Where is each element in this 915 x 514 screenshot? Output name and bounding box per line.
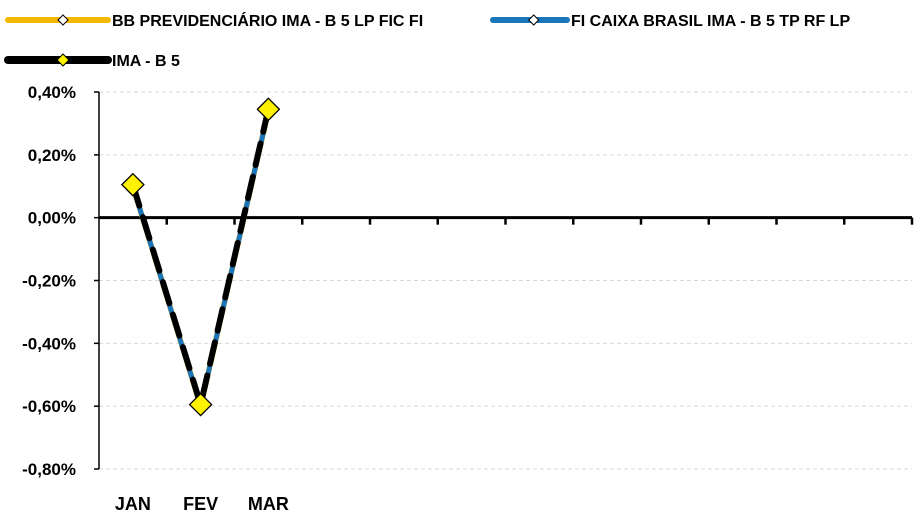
y-tick-label: 0,40% [28, 83, 76, 102]
legend-label: IMA - B 5 [112, 53, 180, 70]
x-tick-label: MAR [248, 494, 289, 514]
point-ima-b5 [188, 392, 213, 417]
x-tick-label: FEV [183, 494, 218, 514]
series-line-ima-b5 [129, 106, 272, 408]
y-tick-label: 0,00% [28, 209, 76, 228]
legend-item-ima-b5: IMA - B 5 [4, 53, 180, 70]
legend-item-bb-previdenciario: BB PREVIDENCIÁRIO IMA - B 5 LP FIC FI [5, 11, 423, 30]
legend-marker [56, 53, 70, 67]
point-ima-b5 [256, 97, 281, 122]
legend-item-fi-caixa-brasil: FI CAIXA BRASIL IMA - B 5 TP RF LP [490, 13, 850, 30]
x-axis: JAN FEV MAR [99, 216, 914, 514]
legend-label: FI CAIXA BRASIL IMA - B 5 TP RF LP [571, 13, 850, 30]
y-tick-label: -0,20% [22, 272, 76, 291]
x-tick-label: JAN [115, 494, 151, 514]
plot-area [120, 97, 281, 417]
y-tick-label: -0,40% [22, 334, 76, 353]
point-ima-b5 [120, 172, 145, 197]
gridlines [99, 91, 912, 470]
y-tick-label: 0,20% [28, 146, 76, 165]
legend-marker [57, 14, 69, 26]
y-tick-label: -0,80% [22, 460, 76, 479]
legend-marker [527, 14, 540, 26]
y-axis: 0,40% 0,20% 0,00% -0,20% -0,40% -0,60% -0,80% [22, 83, 100, 479]
legend: BB PREVIDENCIÁRIO IMA - B 5 LP FIC FI FI … [4, 11, 850, 70]
legend-label: BB PREVIDENCIÁRIO IMA - B 5 LP FIC FI [112, 11, 423, 30]
y-tick-label: -0,60% [22, 397, 76, 416]
